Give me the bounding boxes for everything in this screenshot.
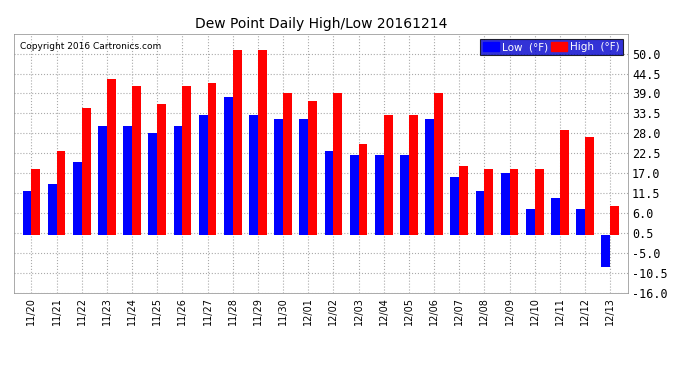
Bar <box>81 108 90 235</box>
Bar <box>124 126 132 235</box>
Bar <box>324 152 333 235</box>
Bar <box>233 50 241 235</box>
Bar <box>501 173 510 235</box>
Bar <box>299 119 308 235</box>
Bar <box>73 162 81 235</box>
Bar <box>350 155 359 235</box>
Bar <box>333 93 342 235</box>
Bar <box>208 82 217 235</box>
Bar <box>199 115 208 235</box>
Text: Copyright 2016 Cartronics.com: Copyright 2016 Cartronics.com <box>20 42 161 51</box>
Bar <box>451 177 460 235</box>
Bar <box>375 155 384 235</box>
Bar <box>174 126 182 235</box>
Bar <box>510 170 518 235</box>
Bar <box>585 137 594 235</box>
Bar <box>132 86 141 235</box>
Bar <box>384 115 393 235</box>
Bar <box>224 97 233 235</box>
Bar <box>283 93 292 235</box>
Bar <box>409 115 417 235</box>
Bar <box>107 79 116 235</box>
Bar <box>258 50 267 235</box>
Bar <box>484 170 493 235</box>
Bar <box>182 86 191 235</box>
Bar <box>475 191 484 235</box>
Bar <box>460 166 468 235</box>
Bar <box>535 170 544 235</box>
Bar <box>526 209 535 235</box>
Bar <box>359 144 367 235</box>
Bar <box>610 206 619 235</box>
Title: Dew Point Daily High/Low 20161214: Dew Point Daily High/Low 20161214 <box>195 17 447 31</box>
Bar <box>434 93 443 235</box>
Bar <box>576 209 585 235</box>
Bar <box>308 101 317 235</box>
Bar <box>32 170 40 235</box>
Bar <box>425 119 434 235</box>
Bar <box>249 115 258 235</box>
Bar <box>48 184 57 235</box>
Legend: Low  (°F), High  (°F): Low (°F), High (°F) <box>480 39 622 55</box>
Bar <box>57 152 66 235</box>
Bar <box>551 198 560 235</box>
Bar <box>602 235 610 267</box>
Bar <box>23 191 32 235</box>
Bar <box>157 104 166 235</box>
Bar <box>98 126 107 235</box>
Bar <box>400 155 409 235</box>
Bar <box>560 130 569 235</box>
Bar <box>148 133 157 235</box>
Bar <box>275 119 283 235</box>
